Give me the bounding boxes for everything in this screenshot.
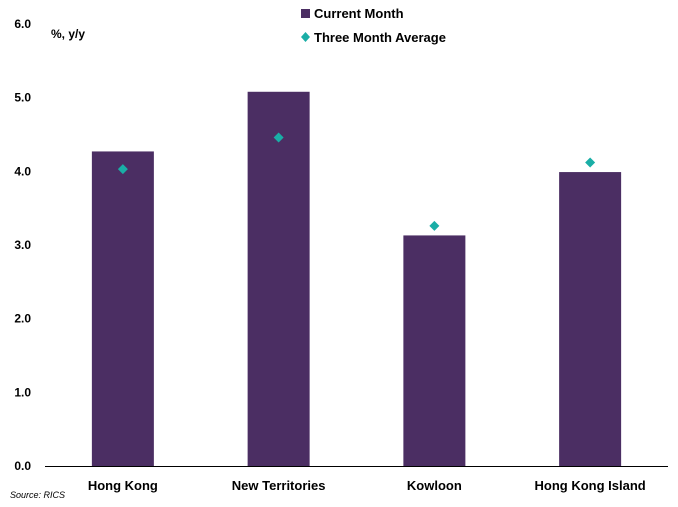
y-tick-label: 1.0 (14, 385, 31, 399)
markers-layer (117, 132, 596, 231)
x-axis: Hong Kong New Territories Kowloon Hong Kong… (88, 478, 646, 493)
x-category-label: New Territories (232, 478, 326, 493)
bar-current-month (403, 235, 466, 466)
legend-label-current-month: Current Month (314, 6, 404, 21)
marker-three-month-average (273, 132, 284, 143)
y-tick-label: 6.0 (14, 17, 31, 31)
x-category-label: Kowloon (407, 478, 462, 493)
x-category-label: Hong Kong (88, 478, 158, 493)
source-note: Source: RICS (10, 490, 65, 500)
y-tick-label: 4.0 (14, 164, 31, 178)
legend-label-three-month-average: Three Month Average (314, 30, 446, 45)
y-axis: 0.0 1.0 2.0 3.0 4.0 5.0 6.0 (14, 17, 31, 473)
legend-swatch-three-month-average (301, 32, 310, 42)
y-tick-label: 3.0 (14, 238, 31, 252)
marker-three-month-average (117, 164, 128, 175)
y-tick-label: 0.0 (14, 459, 31, 473)
legend-swatch-current-month (301, 9, 310, 18)
x-category-label: Hong Kong Island (535, 478, 646, 493)
y-tick-label: 2.0 (14, 312, 31, 326)
bar-current-month (247, 91, 310, 467)
y-axis-unit-label: %, y/y (51, 27, 85, 41)
y-tick-label: 5.0 (14, 91, 31, 105)
marker-three-month-average (429, 220, 440, 231)
bar-current-month (559, 172, 622, 466)
bar-current-month (91, 151, 154, 466)
marker-three-month-average (585, 157, 596, 168)
bars-layer (91, 91, 622, 467)
legend: Current Month Three Month Average (301, 6, 446, 45)
